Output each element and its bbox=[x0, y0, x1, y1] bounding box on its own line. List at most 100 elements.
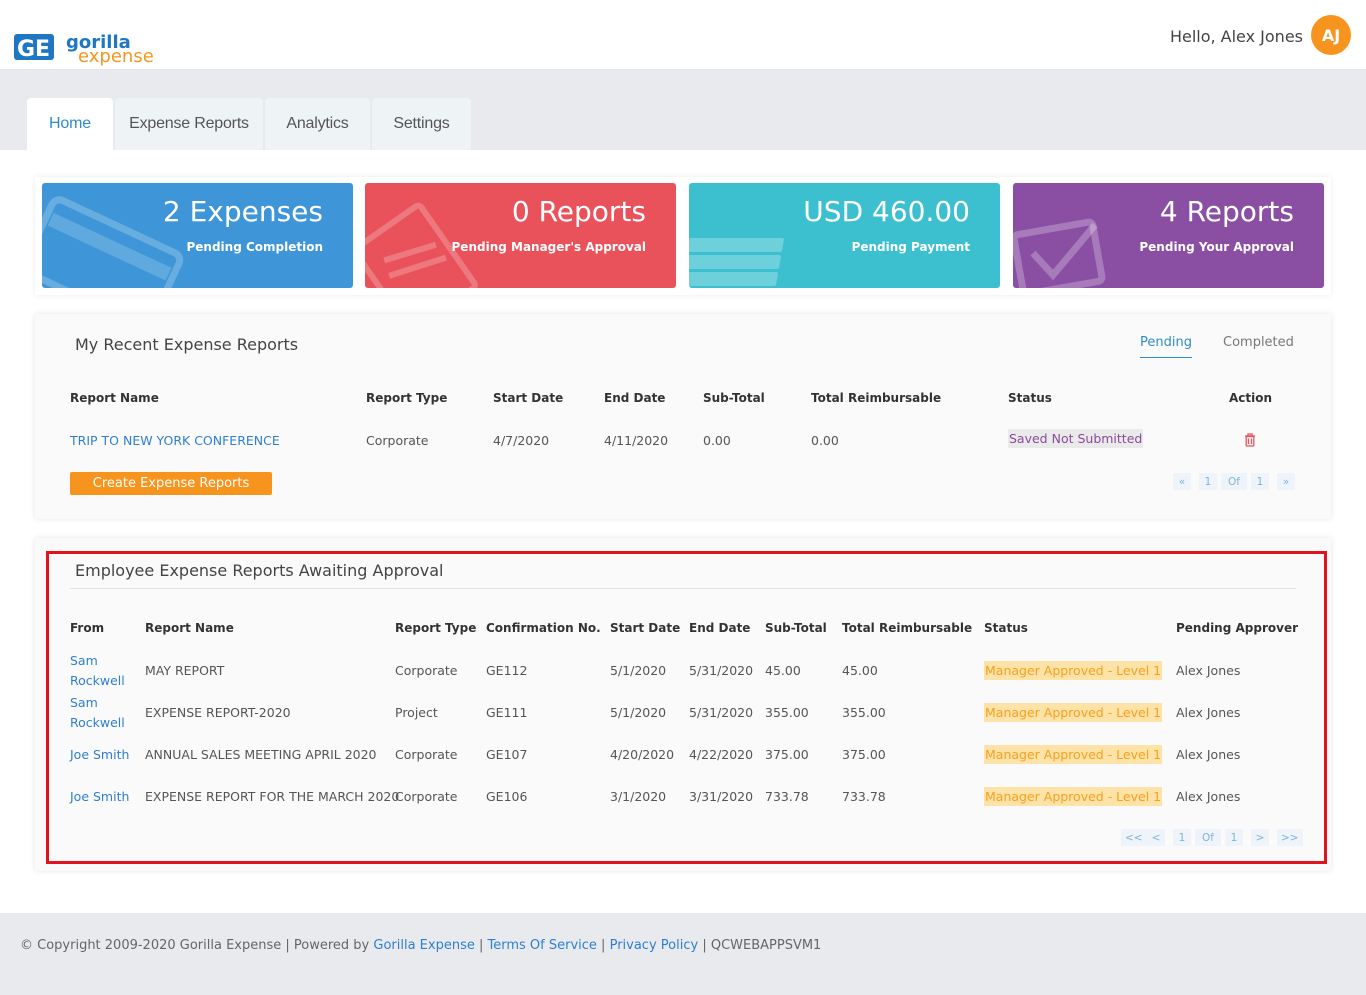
card-pending-payment[interactable]: USD 460.00 Pending Payment bbox=[689, 183, 1000, 288]
from-link[interactable]: Joe Smith bbox=[70, 747, 130, 762]
confirmation-no: GE107 bbox=[486, 747, 528, 762]
pending-approver: Alex Jones bbox=[1176, 789, 1241, 804]
svg-text:expense: expense bbox=[78, 46, 154, 67]
powered-by-link[interactable]: Gorilla Expense bbox=[373, 938, 475, 953]
card-value: 0 Reports bbox=[511, 195, 646, 228]
report-name: EXPENSE REPORT-2020 bbox=[145, 705, 291, 720]
pending-approver: Alex Jones bbox=[1176, 747, 1241, 762]
separator: | bbox=[474, 938, 488, 953]
end-date: 4/22/2020 bbox=[689, 747, 754, 762]
pagination-total-pages: 1 bbox=[1225, 829, 1243, 846]
pagination-current-page: 1 bbox=[1199, 473, 1217, 490]
card-value: 4 Reports bbox=[1159, 195, 1294, 228]
sub-total: 733.78 bbox=[765, 789, 809, 804]
col-status: Status bbox=[1008, 391, 1052, 405]
report-name: ANNUAL SALES MEETING APRIL 2020 bbox=[145, 747, 377, 762]
subtab-pending[interactable]: Pending bbox=[1140, 335, 1192, 358]
col-action: Action bbox=[1229, 391, 1273, 405]
tab-settings[interactable]: Settings bbox=[372, 98, 471, 150]
col-report-type: Report Type bbox=[366, 391, 448, 405]
col-pending-approver: Pending Approver bbox=[1176, 621, 1298, 635]
pagination-of-label: Of bbox=[1221, 473, 1247, 490]
col-start-date: Start Date bbox=[610, 621, 681, 635]
status-badge: Manager Approved - Level 1 bbox=[984, 661, 1162, 680]
report-type: Corporate bbox=[395, 747, 458, 762]
pagination-last-button[interactable]: >> bbox=[1277, 829, 1303, 846]
report-name-link[interactable]: TRIP TO NEW YORK CONFERENCE bbox=[70, 433, 280, 448]
pagination-first-button[interactable]: « bbox=[1173, 473, 1191, 490]
card-pending-your-approval[interactable]: 4 Reports Pending Your Approval bbox=[1013, 183, 1324, 288]
from-link[interactable]: Sam bbox=[70, 695, 98, 710]
confirmation-no: GE112 bbox=[486, 663, 528, 678]
footer: © Copyright 2009-2020 Gorilla Expense | … bbox=[0, 913, 1366, 995]
total-reimbursable: 375.00 bbox=[842, 747, 886, 762]
recent-reports-title: My Recent Expense Reports bbox=[75, 335, 299, 354]
divider bbox=[70, 588, 1296, 589]
from-link[interactable]: Joe Smith bbox=[70, 789, 130, 804]
terms-of-service-link[interactable]: Terms Of Service bbox=[487, 938, 597, 953]
start-date: 5/1/2020 bbox=[610, 663, 667, 678]
status-badge: Manager Approved - Level 1 bbox=[984, 745, 1162, 764]
pagination-current-page: 1 bbox=[1173, 829, 1191, 846]
from-link[interactable]: Rockwell bbox=[70, 673, 125, 688]
start-date: 5/1/2020 bbox=[610, 705, 667, 720]
confirmation-no: GE106 bbox=[486, 789, 528, 804]
tab-home[interactable]: Home bbox=[27, 98, 113, 150]
svg-text:gorilla: gorilla bbox=[66, 32, 131, 53]
server-name: | QCWEBAPPSVM1 bbox=[698, 938, 822, 953]
user-greeting: Hello, Alex Jones bbox=[1169, 27, 1303, 46]
pagination-next-button[interactable]: > bbox=[1251, 829, 1269, 846]
summary-cards: 2 Expenses Pending Completion 0 Reports … bbox=[35, 177, 1331, 295]
privacy-policy-link[interactable]: Privacy Policy bbox=[609, 938, 699, 953]
confirmation-no: GE111 bbox=[486, 705, 528, 720]
col-confirmation-no: Confirmation No. bbox=[486, 621, 601, 635]
tab-analytics[interactable]: Analytics bbox=[265, 98, 370, 150]
status-badge: Manager Approved - Level 1 bbox=[984, 703, 1162, 722]
col-total-reimbursable: Total Reimbursable bbox=[811, 391, 942, 405]
total-reimbursable: 733.78 bbox=[842, 789, 886, 804]
checkmark-icon bbox=[1013, 218, 1106, 288]
pagination-first-button[interactable]: << bbox=[1121, 829, 1147, 846]
col-report-name: Report Name bbox=[70, 391, 159, 405]
report-name: EXPENSE REPORT FOR THE MARCH 2020 bbox=[145, 789, 400, 804]
card-label: Pending Your Approval bbox=[1139, 240, 1294, 254]
subtab-completed[interactable]: Completed bbox=[1223, 335, 1294, 350]
gorilla-expense-logo[interactable]: GE gorilla expense bbox=[14, 26, 164, 70]
card-pending-expenses[interactable]: 2 Expenses Pending Completion bbox=[42, 183, 353, 288]
main-tab-bar: Home Expense Reports Analytics Settings bbox=[0, 70, 1366, 150]
col-from: From bbox=[70, 621, 105, 635]
end-date: 4/11/2020 bbox=[604, 433, 669, 448]
col-end-date: End Date bbox=[689, 621, 751, 635]
trash-icon[interactable] bbox=[1244, 432, 1256, 451]
col-report-name: Report Name bbox=[145, 621, 234, 635]
status-badge: Manager Approved - Level 1 bbox=[984, 787, 1162, 806]
sub-total: 45.00 bbox=[765, 663, 801, 678]
create-expense-reports-button[interactable]: Create Expense Reports bbox=[70, 472, 272, 495]
col-sub-total: Sub-Total bbox=[765, 621, 827, 635]
col-start-date: Start Date bbox=[493, 391, 564, 405]
sub-total: 0.00 bbox=[703, 433, 731, 448]
pagination-last-button[interactable]: » bbox=[1277, 473, 1295, 490]
report-type: Corporate bbox=[395, 663, 458, 678]
pagination-total-pages: 1 bbox=[1251, 473, 1269, 490]
sub-total: 375.00 bbox=[765, 747, 809, 762]
status-badge: Saved Not Submitted bbox=[1008, 429, 1144, 448]
start-date: 4/7/2020 bbox=[493, 433, 550, 448]
tab-expense-reports[interactable]: Expense Reports bbox=[115, 98, 263, 150]
separator: | bbox=[596, 938, 610, 953]
total-reimbursable: 355.00 bbox=[842, 705, 886, 720]
footer-text: © Copyright 2009-2020 Gorilla Expense | … bbox=[20, 938, 821, 953]
card-value: USD 460.00 bbox=[803, 195, 970, 228]
from-link[interactable]: Sam bbox=[70, 653, 98, 668]
card-pending-manager-approval[interactable]: 0 Reports Pending Manager's Approval bbox=[365, 183, 676, 288]
user-avatar[interactable]: AJ bbox=[1311, 15, 1351, 55]
card-label: Pending Manager's Approval bbox=[451, 240, 646, 254]
pagination-prev-button[interactable]: < bbox=[1147, 829, 1165, 846]
sub-total: 355.00 bbox=[765, 705, 809, 720]
end-date: 5/31/2020 bbox=[689, 705, 754, 720]
total-reimbursable: 45.00 bbox=[842, 663, 878, 678]
col-sub-total: Sub-Total bbox=[703, 391, 765, 405]
start-date: 3/1/2020 bbox=[610, 789, 667, 804]
credit-card-icon bbox=[42, 196, 184, 288]
from-link[interactable]: Rockwell bbox=[70, 715, 125, 730]
